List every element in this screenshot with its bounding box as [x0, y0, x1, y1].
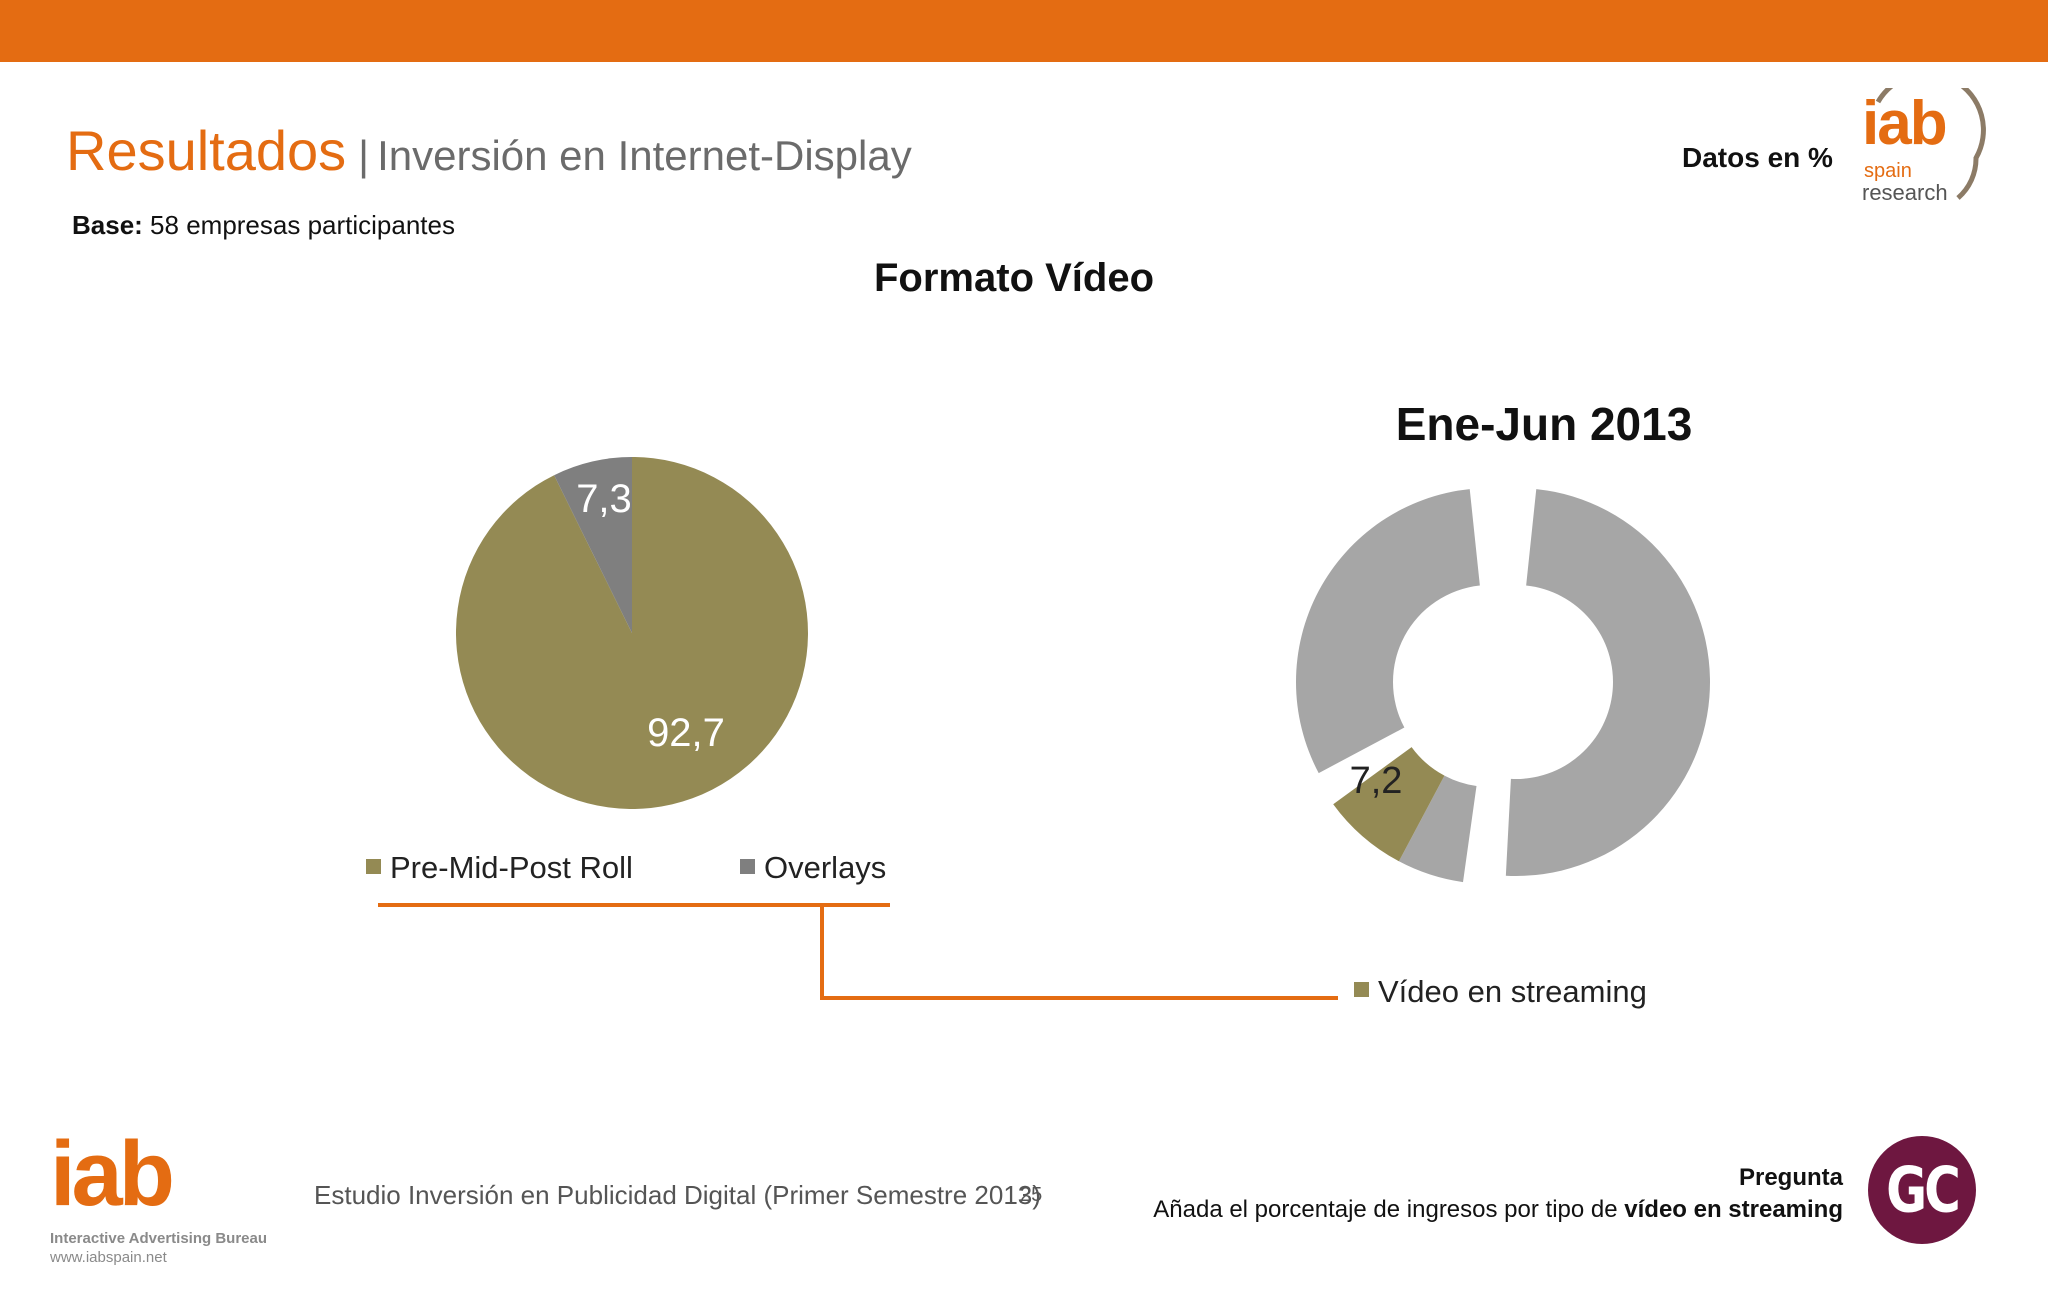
logo-arc-icon	[1875, 88, 1986, 200]
question-text-bold: vídeo en streaming	[1624, 1196, 1843, 1223]
page-title-separator: |	[358, 132, 370, 179]
iab-footer-logo: iab Interactive Advertising Bureau www.i…	[50, 1128, 267, 1266]
page-title-sub: Inversión en Internet-Display	[377, 132, 912, 179]
footer-iab-text: iab	[50, 1123, 175, 1225]
donut-data-label-video-en-streaming: 7,2	[1350, 760, 1403, 802]
charts-area: 92,7 7,3 Pre-Mid-Post Roll Overlays Ene-…	[366, 398, 1711, 1009]
page-title: Resultados | Inversión en Internet-Display	[66, 118, 912, 183]
donut-segment-rest-left	[1296, 489, 1480, 774]
question-text-plain: Añada el porcentaje de ingresos por tipo…	[1153, 1196, 1625, 1223]
footer-iab-web: www.iabspain.net	[50, 1249, 167, 1266]
donut-title: Ene-Jun 2013	[1396, 398, 1693, 450]
base-label: Base:	[72, 210, 143, 240]
footer-iab-name: Interactive Advertising Bureau	[50, 1230, 268, 1247]
top-accent-bar	[0, 0, 2048, 62]
logo-iab-text: iab	[1862, 89, 1948, 158]
question-label: Pregunta	[1738, 1164, 1843, 1191]
donut-chart: 7,2	[1296, 489, 1711, 883]
iab-research-logo: iab spain research	[1858, 88, 1988, 208]
gc-logo-text: GC	[1886, 1153, 1961, 1227]
pie-slice-overlays	[554, 457, 632, 633]
pie-legend: Pre-Mid-Post Roll Overlays	[366, 850, 886, 885]
legend-swatch-pre-mid-post-roll	[366, 859, 381, 874]
pie-chart: 92,7 7,3	[456, 457, 808, 809]
donut-legend: Vídeo en streaming	[1354, 974, 1647, 1009]
legend-label-overlays: Overlays	[764, 850, 886, 885]
legend-label-video-en-streaming: Vídeo en streaming	[1378, 974, 1647, 1009]
legend-swatch-video-en-streaming	[1354, 982, 1369, 997]
units-note: Datos en %	[1682, 142, 1833, 173]
chart-heading: Formato Vídeo	[874, 256, 1155, 300]
legend-swatch-overlays	[740, 859, 755, 874]
question-text: Añada el porcentaje de ingresos por tipo…	[1153, 1196, 1843, 1224]
gc-logo-badge: GC	[1868, 1136, 1976, 1244]
page-title-main: Resultados	[66, 119, 347, 182]
logo-research-text: research	[1862, 180, 1948, 205]
connector-line	[378, 903, 1338, 1000]
pie-data-label-overlays: 7,3	[576, 477, 632, 521]
logo-spain-text: spain	[1864, 160, 1912, 182]
donut-segment-video-en-streaming	[1333, 747, 1445, 862]
pie-data-label-pre-mid-post-roll: 92,7	[647, 711, 725, 755]
base-text: 58 empresas participantes	[142, 210, 455, 240]
base-note: Base: 58 empresas participantes	[72, 210, 455, 241]
donut-segment-rest-right	[1505, 489, 1711, 876]
legend-label-pre-mid-post-roll: Pre-Mid-Post Roll	[390, 850, 633, 885]
page-number: 25	[1020, 1184, 1043, 1206]
donut-segment-rest-bottom	[1398, 775, 1477, 883]
footer-study-title: Estudio Inversión en Publicidad Digital …	[314, 1180, 1041, 1210]
question-note: Pregunta Añada el porcentaje de ingresos…	[1153, 1164, 1843, 1224]
